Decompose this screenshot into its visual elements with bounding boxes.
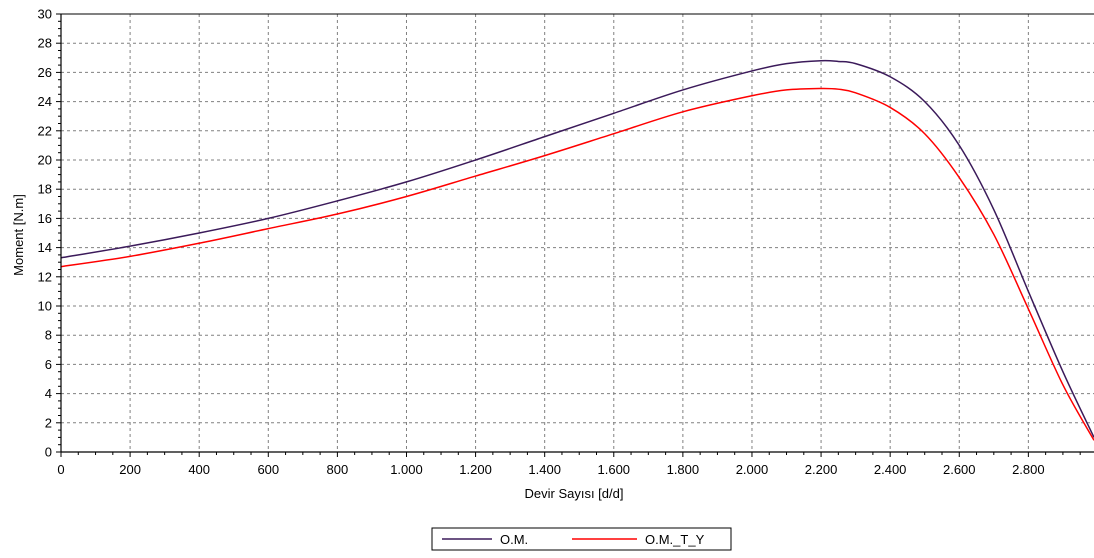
x-tick-label: 1.600 <box>598 462 631 477</box>
x-tick-label: 1.000 <box>390 462 423 477</box>
y-axis-label: Moment [N.m] <box>11 194 26 276</box>
y-tick-label: 16 <box>38 211 52 226</box>
y-tick-label: 10 <box>38 299 52 314</box>
x-tick-label: 2.600 <box>943 462 976 477</box>
legend-label-om-t-y: O.M._T_Y <box>645 532 705 547</box>
x-tick-label: 2.400 <box>874 462 907 477</box>
y-tick-label: 22 <box>38 123 52 138</box>
y-tick-label: 6 <box>45 357 52 372</box>
y-tick-label: 20 <box>38 153 52 168</box>
x-tick-label: 200 <box>119 462 141 477</box>
series-line-om <box>60 59 1094 438</box>
x-tick-label: 2.200 <box>805 462 838 477</box>
x-tick-label: 2.800 <box>1012 462 1045 477</box>
x-tick-label: 0 <box>57 462 64 477</box>
series-lines <box>60 59 1094 441</box>
legend-label-om: O.M. <box>500 532 528 547</box>
x-tick-label: 1.400 <box>528 462 561 477</box>
y-tick-label: 28 <box>38 36 52 51</box>
y-tick-label: 30 <box>38 7 52 22</box>
y-tick-label: 2 <box>45 415 52 430</box>
x-tick-label: 1.200 <box>459 462 492 477</box>
y-tick-label: 4 <box>45 386 52 401</box>
tick-labels: 0 200 400 600 800 1.000 1.200 1.400 1.600 1.800 2.… <box>38 7 1045 478</box>
x-tick-label: 400 <box>188 462 210 477</box>
x-tick-label: 800 <box>327 462 349 477</box>
y-tick-label: 24 <box>38 94 52 109</box>
x-tick-label: 1.800 <box>667 462 700 477</box>
y-tick-label: 18 <box>38 182 52 197</box>
x-tick-label: 600 <box>257 462 279 477</box>
y-tick-label: 0 <box>45 445 52 460</box>
axes <box>56 13 1094 457</box>
y-tick-label: 26 <box>38 65 52 80</box>
x-tick-label: 2.000 <box>736 462 769 477</box>
legend: O.M. O.M._T_Y <box>431 527 732 551</box>
y-tick-label: 8 <box>45 328 52 343</box>
series-line-om-t-y <box>60 87 1094 441</box>
y-tick-label: 14 <box>38 240 52 255</box>
y-tick-label: 12 <box>38 269 52 284</box>
grid-lines <box>61 13 1094 452</box>
x-axis-label: Devir Sayısı [d/d] <box>525 486 624 501</box>
